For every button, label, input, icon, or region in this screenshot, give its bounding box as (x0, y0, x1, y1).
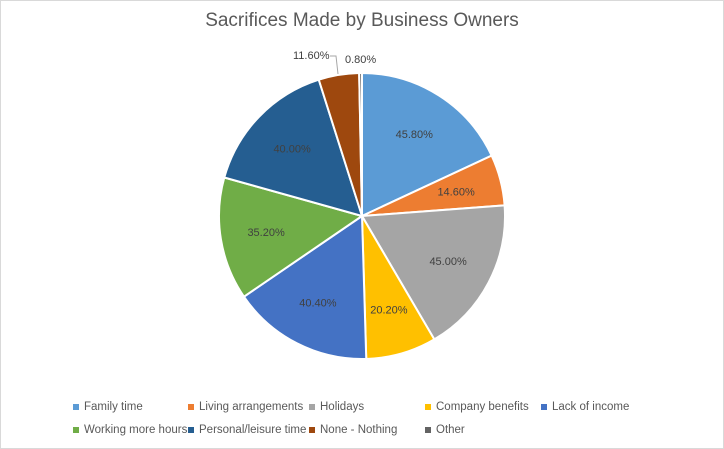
legend-item-living-arrangements[interactable]: Living arrangements (188, 401, 303, 413)
legend-label: Working more hours (84, 424, 188, 436)
legend-marker (188, 404, 194, 410)
chart-title: Sacrifices Made by Business Owners (205, 10, 519, 31)
legend-label: Lack of income (552, 401, 630, 413)
pie-slice-other[interactable] (358, 71, 363, 217)
data-label: 45.00% (429, 256, 467, 268)
legend-item-family-time[interactable]: Family time (73, 401, 143, 413)
legend-item-lack-of-income[interactable]: Lack of income (541, 401, 629, 413)
pie-slices (218, 71, 507, 360)
legend-item-personal-leisure-time[interactable]: Personal/leisure time (188, 424, 306, 436)
legend-marker (309, 404, 315, 410)
pie-slice-working-more-hours[interactable] (218, 176, 365, 299)
legend-label: Company benefits (436, 401, 529, 413)
pie-data-labels: 45.80% 14.60% 45.00% 20.20% 40.40% 35.20% 40.0… (247, 50, 475, 317)
legend-label: Family time (84, 401, 143, 413)
legend-marker (425, 404, 431, 410)
legend-marker (188, 427, 194, 433)
leader-line (330, 55, 339, 75)
pie-slice-personal-leisure-time[interactable] (223, 78, 364, 218)
legend-label: Living arrangements (199, 401, 304, 413)
legend-item-company-benefits[interactable]: Company benefits (425, 401, 529, 413)
legend-item-holidays[interactable]: Holidays (309, 401, 364, 413)
legend-label: None - Nothing (320, 424, 398, 436)
data-label: 14.60% (437, 187, 475, 199)
data-label: 20.20% (370, 305, 408, 317)
data-label: 40.00% (273, 143, 311, 155)
data-label: 35.20% (247, 227, 285, 239)
data-label: 0.80% (345, 54, 376, 66)
legend-item-working-more-hours[interactable]: Working more hours (73, 424, 187, 436)
data-label: 40.40% (299, 298, 337, 310)
data-label: 45.80% (396, 129, 434, 141)
legend-item-other[interactable]: Other (425, 424, 465, 436)
data-label: 11.60% (293, 50, 330, 62)
legend-marker (73, 427, 79, 433)
legend-marker (425, 427, 431, 433)
legend-marker (73, 404, 79, 410)
pie-slice-holidays[interactable] (360, 204, 507, 341)
legend-label: Other (436, 424, 465, 436)
pie-slice-family-time[interactable] (361, 71, 493, 218)
legend-label: Personal/leisure time (199, 424, 307, 436)
pie-slice-lack-of-income[interactable] (242, 214, 368, 360)
legend-marker (309, 427, 315, 433)
legend-label: Holidays (320, 401, 365, 413)
legend-item-none-nothing[interactable]: None - Nothing (309, 424, 397, 436)
legend-marker (541, 404, 547, 410)
